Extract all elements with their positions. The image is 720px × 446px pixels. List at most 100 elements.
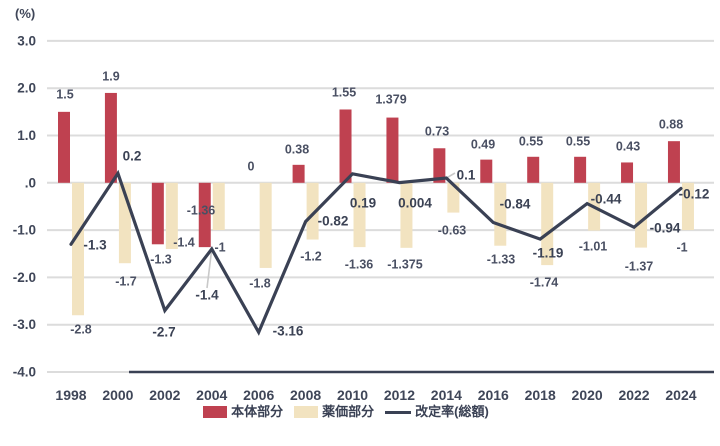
drug-bar-2018 (541, 182, 554, 266)
main-bar-2008 (292, 164, 305, 183)
bar-value-label-drug-2024: -1 (676, 241, 687, 255)
main-bar-2014 (433, 148, 446, 183)
main-bar-2004 (198, 182, 211, 248)
bar-value-label-drug-2008: -1.2 (300, 250, 322, 264)
legend-swatch-revision-line (385, 410, 412, 414)
x-axis-year-label: 2002 (149, 387, 180, 403)
bar-value-label-main-2004: -1.36 (187, 204, 216, 218)
y-axis-tick-label: -2.0 (13, 270, 36, 285)
bar-value-label-drug-2004: -1 (214, 241, 225, 255)
drug-bar-2002 (165, 182, 178, 250)
main-bar-2020 (574, 156, 587, 183)
legend-label-line: 改定率(総額) (415, 404, 489, 419)
drug-bar-1998 (72, 182, 84, 316)
x-axis-year-label: 2014 (431, 387, 462, 403)
legend-label-main: 本体部分 (231, 404, 284, 419)
drug-bar-2004 (212, 182, 225, 231)
legend: 本体部分 薬価部分 改定率(総額) (0, 404, 706, 420)
x-axis-year-label: 2008 (290, 387, 321, 403)
bar-value-label-main-2024: 0.88 (659, 118, 683, 132)
bar-value-label-main-2008: 0.38 (285, 143, 309, 157)
bar-value-label-main-2022: 0.43 (616, 140, 640, 154)
y-axis-tick-label: -3.0 (13, 317, 36, 332)
bar-value-label-drug-2010: -1.36 (345, 258, 374, 272)
main-bar-2018 (527, 156, 540, 183)
y-axis-tick-label: 1.0 (17, 128, 36, 143)
percent-unit-label: (%) (15, 6, 35, 21)
line-value-label-2008: -0.82 (318, 214, 349, 229)
main-bar-2002 (151, 182, 164, 245)
legend-label-drug: 薬価部分 (322, 404, 375, 419)
bar-value-label-drug-2006: -1.8 (249, 277, 271, 291)
legend-swatch-drug-bar (294, 406, 319, 418)
main-bar-1998 (58, 111, 70, 183)
bar-value-label-main-2010: 1.55 (332, 86, 356, 100)
line-value-label-2000: 0.2 (123, 149, 142, 164)
drug-bar-2006 (259, 182, 272, 268)
bar-value-label-main-2020: 0.55 (566, 135, 590, 149)
bar-value-label-drug-2022: -1.37 (625, 260, 654, 274)
y-axis-tick-label: -1.0 (13, 223, 36, 238)
bar-value-label-main-2016: 0.49 (471, 138, 495, 152)
drug-bar-2008 (306, 182, 319, 240)
bar-value-label-main-2018: 0.55 (519, 135, 543, 149)
main-bar-2024 (667, 141, 680, 183)
legend-item-drug: 薬価部分 (294, 404, 374, 420)
drug-bar-2024 (681, 182, 694, 231)
bar-value-label-drug-2016: -1.33 (487, 253, 516, 267)
line-value-label-2014: 0.1 (457, 168, 476, 183)
leader-line (445, 172, 456, 179)
y-axis-tick-label: -4.0 (13, 365, 36, 380)
main-bar-2012 (386, 117, 399, 183)
bar-value-label-main-1998: 1.5 (56, 88, 73, 102)
x-axis-year-label: 2022 (618, 387, 649, 403)
x-axis-year-label: 2000 (102, 387, 133, 403)
line-value-label-2006: -3.16 (273, 324, 304, 339)
bar-value-label-drug-2020: -1.01 (579, 240, 608, 254)
main-bar-2000 (104, 92, 117, 183)
line-value-label-2002: -2.7 (152, 325, 175, 340)
main-bar-2010 (339, 109, 352, 183)
line-value-label-2024: -0.12 (679, 187, 710, 202)
drug-bar-2022 (635, 182, 648, 248)
line-value-label-1998: -1.3 (83, 238, 107, 253)
leader-line (206, 248, 213, 289)
x-axis-year-label: 2010 (337, 387, 368, 403)
bar-value-label-main-2000: 1.9 (102, 70, 119, 84)
line-value-label-2018: -1.19 (533, 246, 564, 261)
legend-swatch-main-bar (203, 406, 228, 418)
drug-bar-2012 (400, 182, 413, 248)
drug-bar-2014 (447, 182, 460, 213)
drug-bar-2016 (494, 182, 507, 246)
bar-value-label-main-2006: 0 (248, 160, 255, 174)
bar-value-label-drug-1998: -2.8 (70, 323, 92, 337)
bar-value-label-main-2012: 1.379 (375, 93, 406, 107)
bar-value-label-drug-2000: -1.7 (115, 275, 137, 289)
line-value-label-2010: 0.19 (350, 196, 376, 211)
line-value-label-2022: -0.94 (650, 221, 681, 236)
x-axis-year-label: 2004 (196, 387, 227, 403)
y-axis-tick-label: .0 (25, 175, 36, 190)
bar-value-label-drug-2014: -0.63 (438, 224, 467, 238)
bar-value-label-main-2014: 0.73 (425, 125, 449, 139)
bar-value-label-drug-2018: -1.74 (530, 276, 559, 290)
line-value-label-2016: -0.84 (500, 197, 531, 212)
x-axis-year-label: 2024 (665, 387, 696, 403)
line-value-label-2012: 0.004 (398, 196, 432, 211)
x-axis-year-label: 2020 (572, 387, 603, 403)
x-axis-year-label: 2016 (478, 387, 509, 403)
bar-value-label-drug-2002: -1.4 (173, 236, 195, 250)
bar-value-label-main-2002: -1.3 (150, 253, 172, 267)
legend-item-line: 改定率(総額) (385, 404, 489, 420)
y-axis-tick-label: 2.0 (17, 81, 36, 96)
legend-item-main: 本体部分 (203, 404, 283, 420)
drug-bar-2010 (353, 182, 366, 248)
x-axis-year-label: 2012 (384, 387, 415, 403)
line-value-label-2004: -1.4 (195, 288, 219, 303)
x-axis-year-label: 1998 (55, 387, 86, 403)
main-bar-2016 (480, 159, 493, 183)
x-axis-year-label: 2018 (525, 387, 556, 403)
revision-line (69, 169, 683, 336)
